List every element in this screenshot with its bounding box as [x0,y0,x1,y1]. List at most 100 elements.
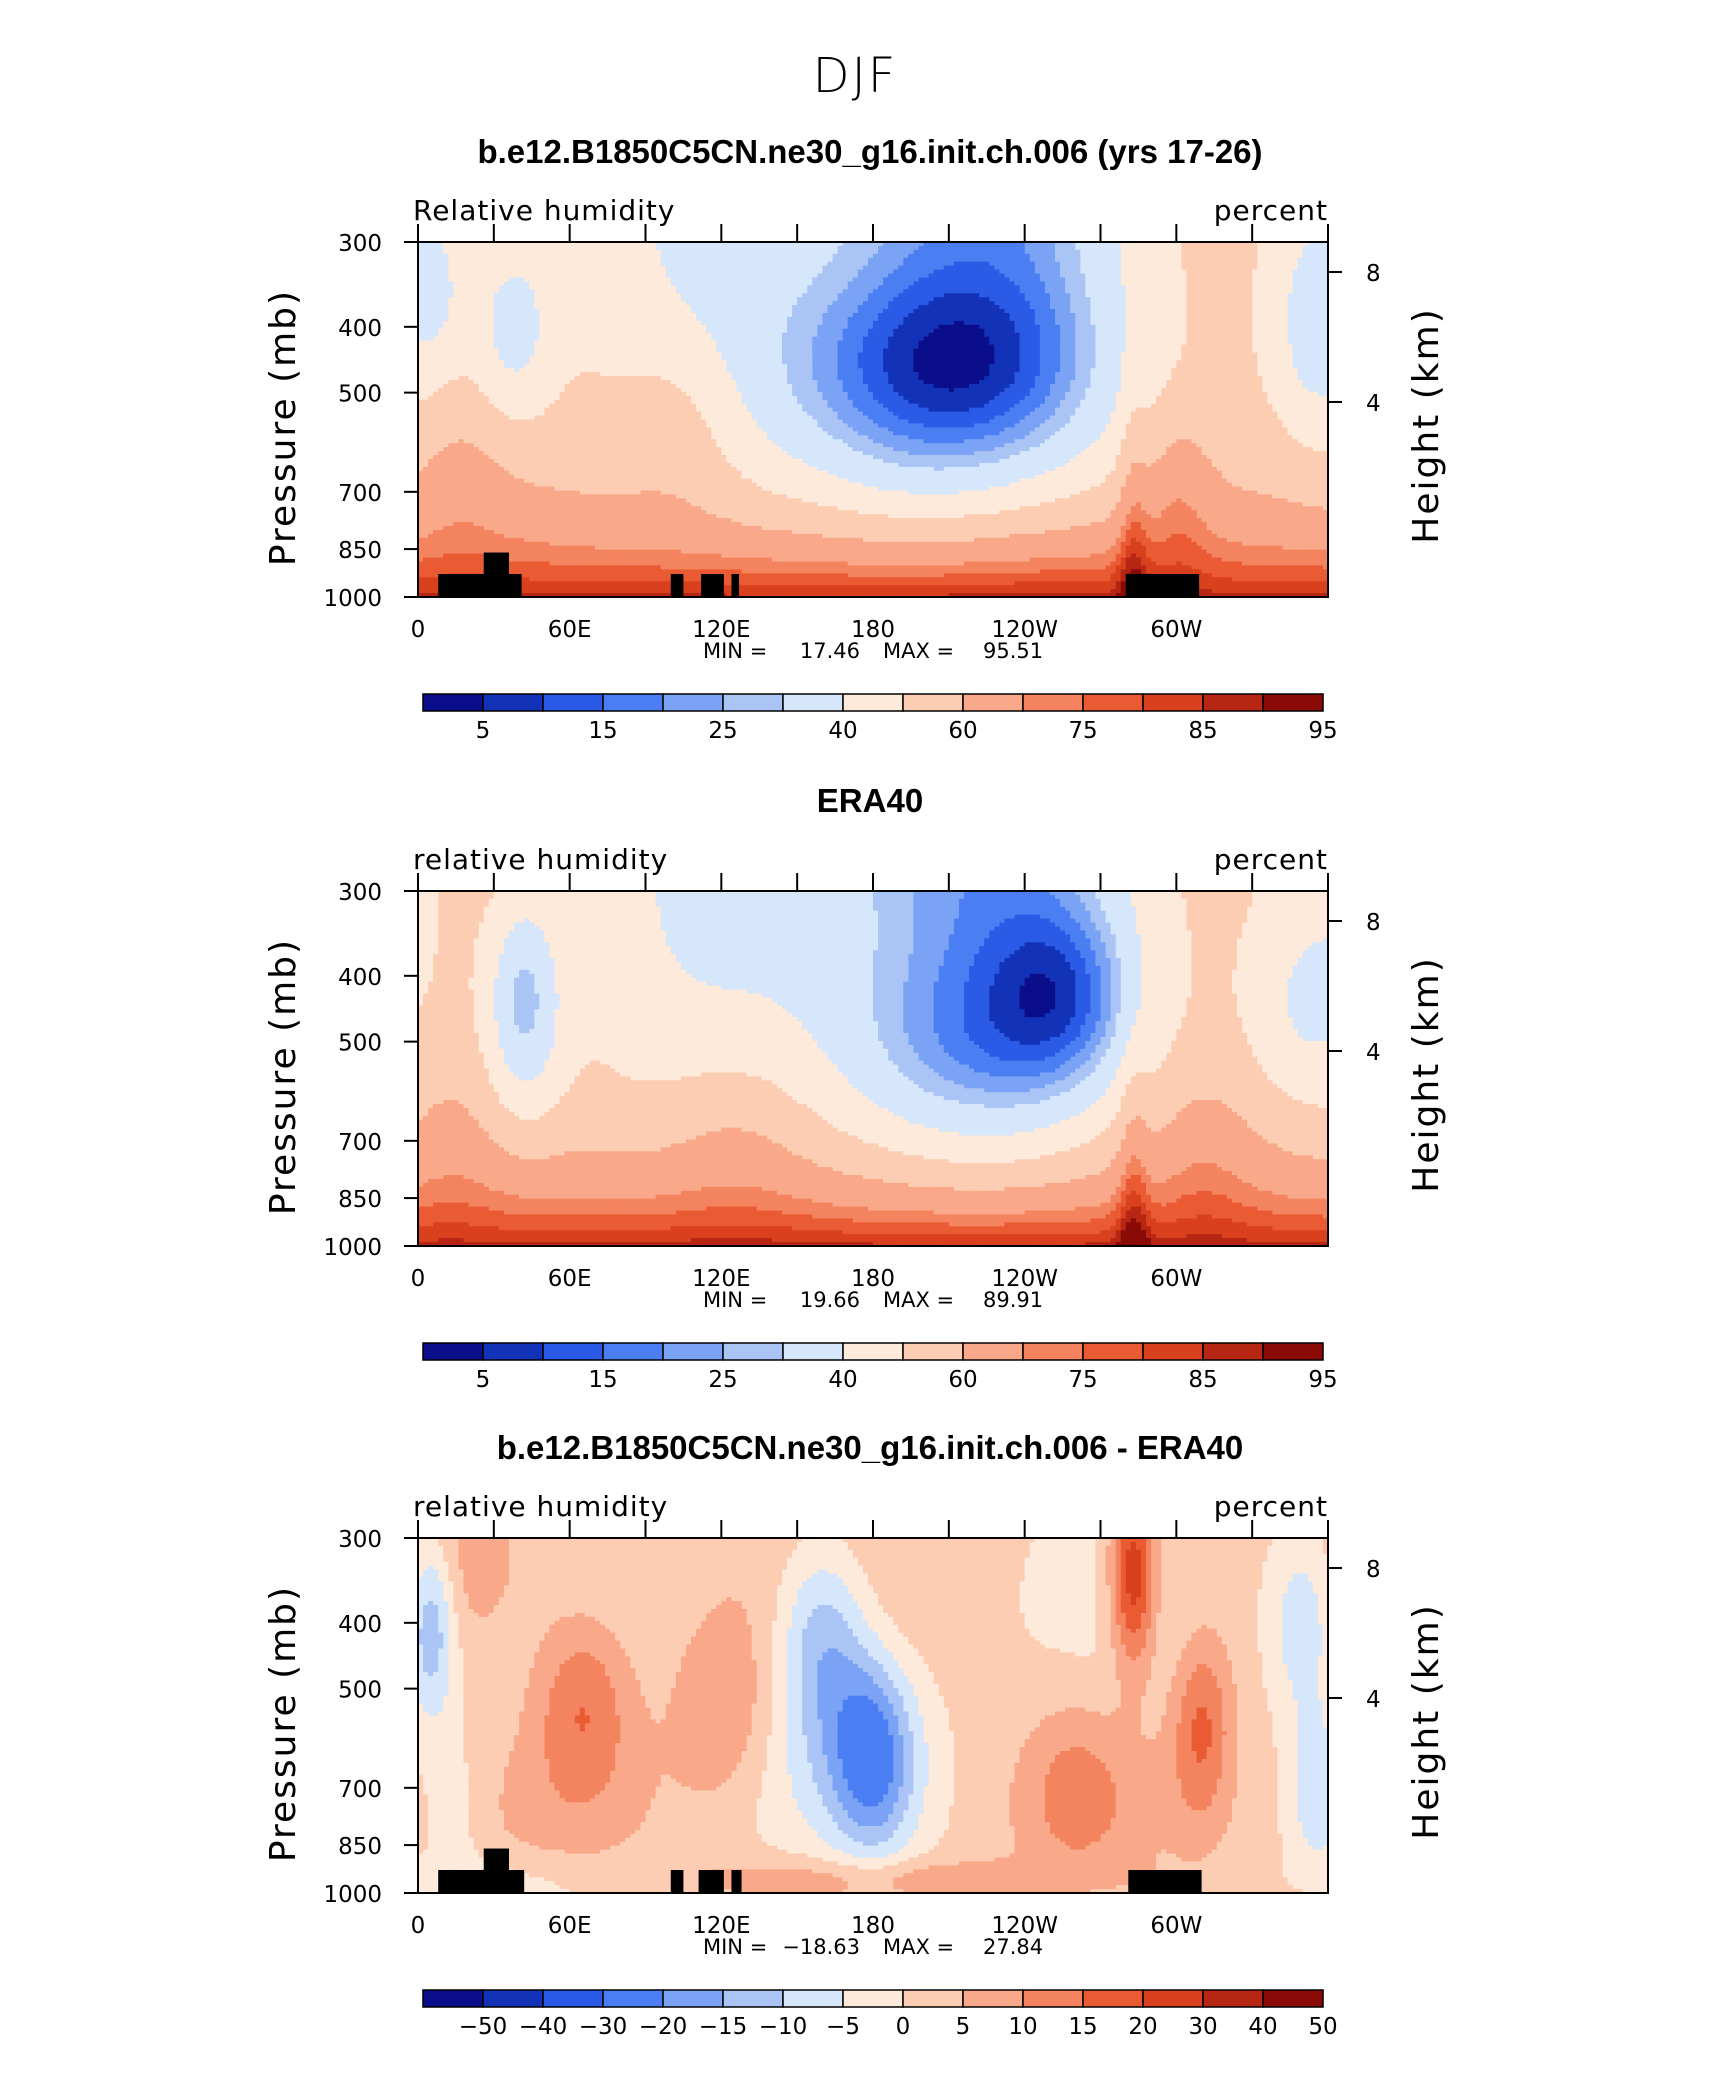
colorbar-swatch [1203,1343,1263,1360]
colorbar-label: 15 [588,718,617,744]
y2-axis-label: Height (km) [1406,1603,1447,1839]
colorbar-label: 10 [1008,2014,1037,2040]
y2-tick-label: 8 [1366,261,1381,287]
colorbar-swatch [843,1990,903,2007]
colorbar-label: 85 [1188,1367,1217,1393]
y2-tick-label: 4 [1366,391,1381,417]
contour-field [418,891,1329,1247]
colorbar-swatch [963,694,1023,711]
y-tick-label: 1000 [323,1882,382,1908]
colorbar-label: 20 [1128,2014,1157,2040]
colorbar-label: 60 [948,718,977,744]
y-axis-label: Pressure (mb) [263,938,304,1215]
y-tick-label: 500 [338,1031,382,1057]
x-tick-label: 60E [548,1913,592,1939]
colorbar-swatch [843,694,903,711]
topography-block [671,574,684,597]
colorbar-label: 30 [1188,2014,1217,2040]
colorbar-label: 40 [1248,2014,1277,2040]
colorbar: −50 −40 −30 −20 −15 −10 −5 0 5 10 15 20 30 40 50 [423,1990,1338,2040]
min-value: 17.46 [800,639,860,663]
topography-block [699,1870,724,1893]
colorbar-label: −5 [826,2014,860,2040]
y2-tick-label: 8 [1366,910,1381,936]
y-tick-label: 400 [338,1612,382,1638]
right-subtitle: percent [1214,194,1328,227]
colorbar-swatch [963,1990,1023,2007]
y2-axis-label: Height (km) [1406,956,1447,1192]
colorbar-swatch [543,694,603,711]
max-label: MAX = [883,639,954,663]
colorbar-label: 5 [956,2014,971,2040]
figure-title: DJF [813,48,898,104]
colorbar-swatch [903,1343,963,1360]
y-tick-label: 700 [338,1777,382,1803]
y-tick-label: 500 [338,1678,382,1704]
colorbar-swatch [663,1990,723,2007]
left-subtitle: relative humidity [413,843,668,876]
colorbar-swatch [783,1990,843,2007]
y-tick-label: 300 [338,880,382,906]
chart-panel-1: b.e12.B1850C5CN.ne30_g16.init.ch.006 (yr… [263,133,1447,744]
colorbar-swatch [1023,694,1083,711]
x-tick-label: 0 [411,1913,426,1939]
colorbar-swatch [423,694,483,711]
x-tick-label: 60W [1150,1913,1202,1939]
colorbar-label: 25 [708,718,737,744]
y-tick-label: 1000 [323,586,382,612]
colorbar-swatch [843,1343,903,1360]
colorbar-swatch [1143,1343,1203,1360]
topography-block [701,574,724,597]
colorbar-swatch [483,1343,543,1360]
colorbar-label: 15 [588,1367,617,1393]
left-subtitle: relative humidity [413,1490,668,1523]
colorbar-label: 5 [476,718,491,744]
topography-block [1126,574,1199,597]
colorbar-label: 95 [1308,1367,1337,1393]
colorbar-swatch [723,694,783,711]
topography-block [731,1870,741,1893]
colorbar: 5 15 25 40 60 75 85 95 [423,1343,1338,1393]
colorbar-swatch [1083,694,1143,711]
colorbar-swatch [1143,1990,1203,2007]
colorbar-swatch [1083,1343,1143,1360]
colorbar-swatch [903,694,963,711]
x-tick-label: 60W [1150,617,1202,643]
max-value: 27.84 [983,1935,1043,1959]
max-value: 95.51 [983,639,1043,663]
colorbar-swatch [1023,1343,1083,1360]
y-tick-label: 400 [338,965,382,991]
colorbar-swatch [1083,1990,1143,2007]
y-tick-label: 400 [338,316,382,342]
contour-field [418,1538,1329,1894]
colorbar-label: 75 [1068,718,1097,744]
y2-axis-label: Height (km) [1406,307,1447,543]
min-label: MIN = [703,639,767,663]
colorbar-swatch [543,1343,603,1360]
colorbar-label: −20 [639,2014,688,2040]
topography-block [504,1870,524,1893]
colorbar-label: −10 [759,2014,808,2040]
min-label: MIN = [703,1935,767,1959]
topography-block [671,1870,684,1893]
colorbar: 5 15 25 40 60 75 85 95 [423,694,1338,744]
topography-block [504,574,522,597]
colorbar-swatch [783,1343,843,1360]
topography-block [731,574,739,597]
y2-tick-label: 4 [1366,1687,1381,1713]
colorbar-swatch [543,1990,603,2007]
y-tick-label: 1000 [323,1235,382,1261]
max-label: MAX = [883,1288,954,1312]
colorbar-swatch [603,1343,663,1360]
min-value: 19.66 [800,1288,860,1312]
y-axis-label: Pressure (mb) [263,1585,304,1862]
max-value: 89.91 [983,1288,1043,1312]
colorbar-label: 75 [1068,1367,1097,1393]
colorbar-label: −50 [459,2014,508,2040]
colorbar-swatch [423,1343,483,1360]
y-tick-label: 300 [338,231,382,257]
colorbar-swatch [663,1343,723,1360]
left-subtitle: Relative humidity [413,194,675,227]
colorbar-label: 95 [1308,718,1337,744]
